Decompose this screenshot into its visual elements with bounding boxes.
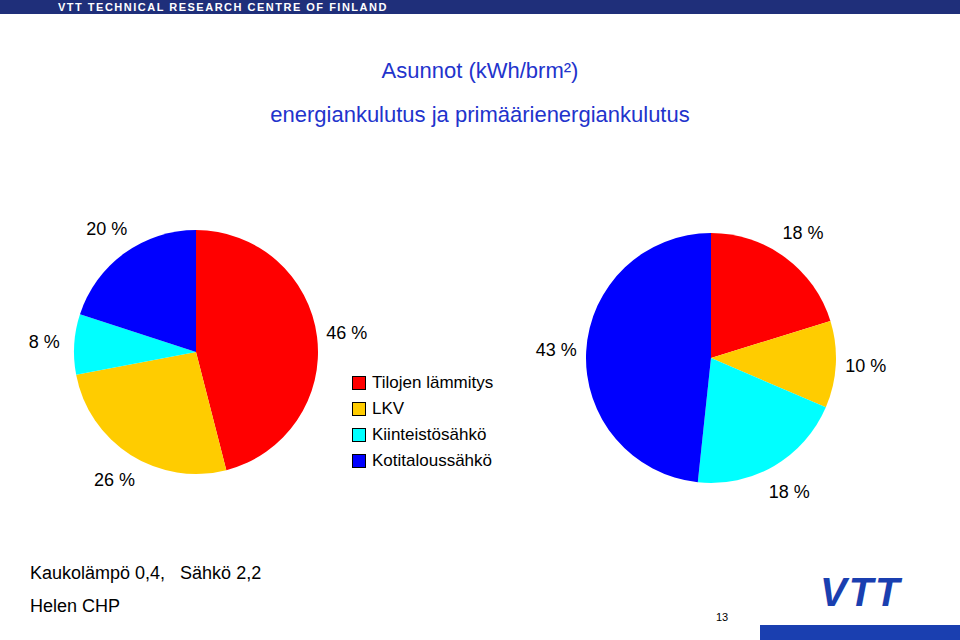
svg-text:20 %: 20 % <box>86 219 127 239</box>
html-text:Asunnot (kWh/brm²): Asunnot (kWh/brm²) <box>381 58 579 83</box>
svg-text:18 %: 18 % <box>769 482 810 502</box>
html-text:VTT TECHNICAL RESEARCH CENTRE: VTT TECHNICAL RESEARCH CENTRE OF FINLAND <box>58 1 388 13</box>
html-text:Kiinteistösähkö: Kiinteistösähkö <box>372 425 487 444</box>
html-text:13: 13 <box>716 611 729 623</box>
html-text:Kaukolämpö 0,4, Sähkö 2,2: Kaukolämpö 0,4, Sähkö 2,2 <box>30 563 262 583</box>
html-text:Helen CHP: Helen CHP <box>30 596 120 616</box>
svg-text:18 %: 18 % <box>782 223 823 243</box>
html-text:VTT: VTT <box>820 570 902 614</box>
svg-text:43 %: 43 % <box>536 340 577 360</box>
svg-text:46 %: 46 % <box>326 323 367 343</box>
html-text:energiankulutus ja primääriene: energiankulutus ja primäärienergiankulut… <box>270 102 690 127</box>
html-text:Tilojen lämmitys: Tilojen lämmitys <box>372 373 494 392</box>
svg-text:8 %: 8 % <box>29 332 60 352</box>
svg-text:10 %: 10 % <box>845 356 886 376</box>
html-text:Kotitaloussähkö: Kotitaloussähkö <box>372 451 492 470</box>
html-text:LKV: LKV <box>372 399 405 418</box>
svg-text:26 %: 26 % <box>94 470 135 490</box>
